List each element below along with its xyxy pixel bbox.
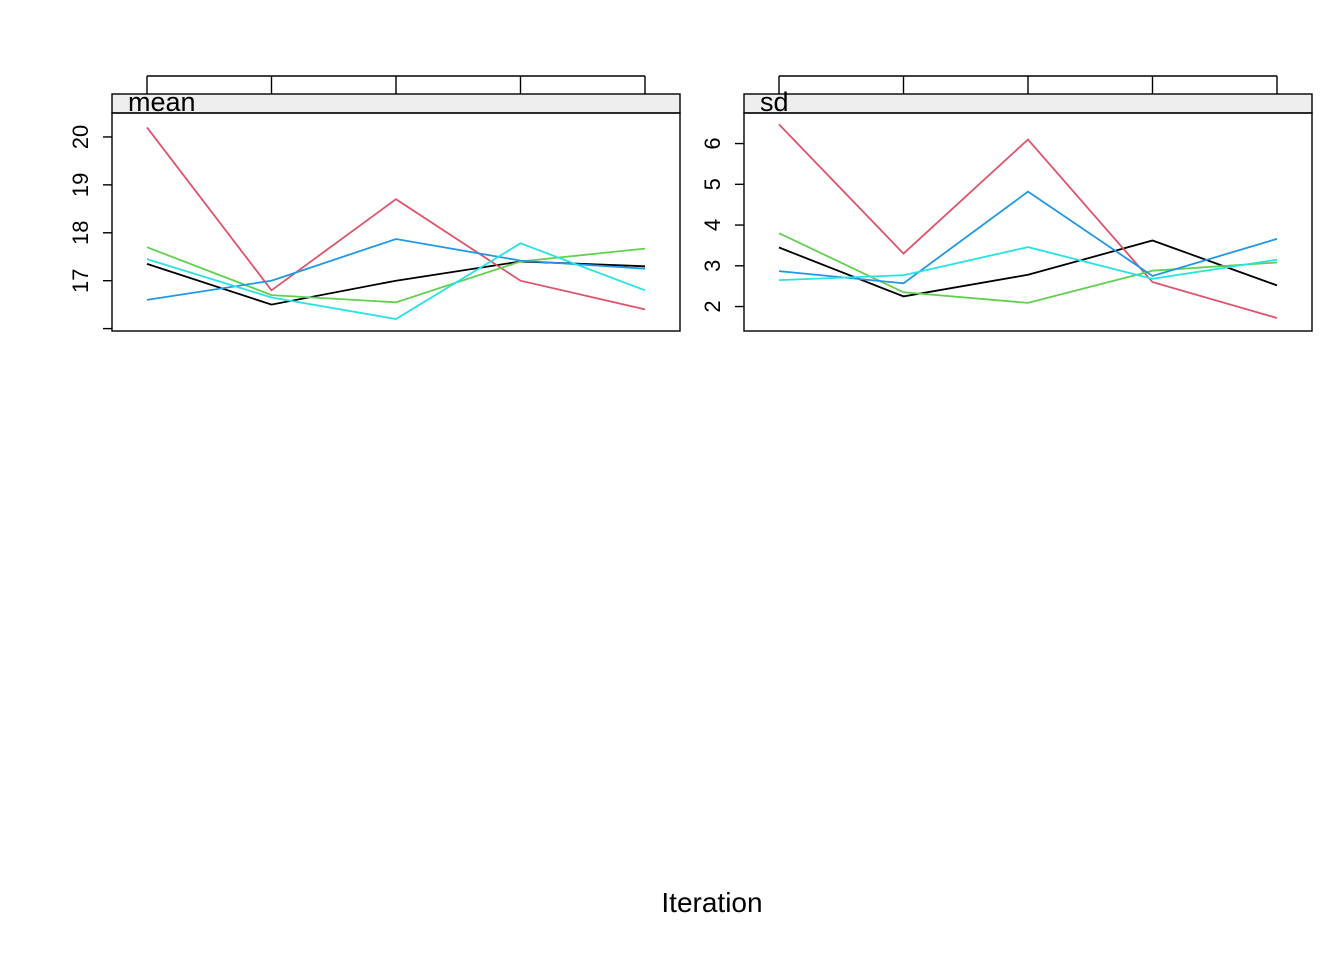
series-line-sd-2 bbox=[778, 123, 1278, 319]
series-group-sd bbox=[778, 123, 1278, 319]
y-tick-label-sd-5: 5 bbox=[700, 178, 725, 190]
series-group-mean bbox=[146, 126, 646, 320]
series-line-sd-4 bbox=[778, 190, 1278, 285]
x-axis-label: Iteration bbox=[661, 887, 762, 918]
y-tick-label-mean-19: 19 bbox=[68, 173, 93, 197]
strip-label-sd: sd bbox=[760, 87, 789, 117]
y-tick-label-mean-20: 20 bbox=[68, 125, 93, 149]
panel-mean: mean 17 18 19 20 bbox=[68, 75, 681, 332]
y-tick-label-mean-18: 18 bbox=[68, 221, 93, 245]
strip-label-mean: mean bbox=[128, 87, 196, 117]
series-line-mean-5 bbox=[146, 242, 646, 320]
panels: mean 17 18 19 20 sd 2 3 4 5 6 bbox=[68, 75, 1313, 332]
series-line-mean-4 bbox=[146, 238, 646, 301]
y-tick-label-mean-17: 17 bbox=[68, 268, 93, 292]
y-tick-label-sd-2: 2 bbox=[700, 300, 725, 312]
y-tick-label-sd-6: 6 bbox=[700, 137, 725, 149]
strip-mean bbox=[111, 93, 681, 114]
y-tick-label-sd-3: 3 bbox=[700, 260, 725, 272]
strip-sd bbox=[743, 93, 1313, 114]
plot-frame-sd bbox=[743, 112, 1313, 332]
series-line-mean-3 bbox=[146, 246, 646, 304]
series-line-sd-5 bbox=[778, 246, 1278, 281]
y-tick-label-sd-4: 4 bbox=[700, 219, 725, 231]
series-line-mean-2 bbox=[146, 126, 646, 311]
series-line-sd-3 bbox=[778, 232, 1278, 304]
plot-frame-mean bbox=[111, 112, 681, 332]
panel-sd: sd 2 3 4 5 6 bbox=[700, 75, 1313, 332]
